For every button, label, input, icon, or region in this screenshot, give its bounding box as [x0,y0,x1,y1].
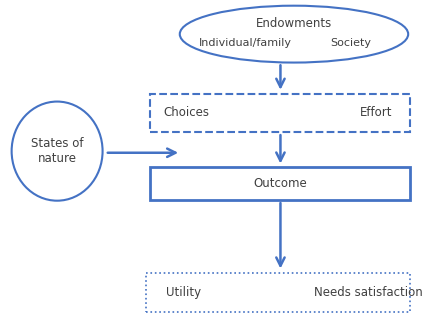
Text: Effort: Effort [360,107,393,120]
Text: Needs satisfaction: Needs satisfaction [313,286,423,299]
Text: States of
nature: States of nature [31,137,83,165]
Text: Endowments: Endowments [256,17,332,30]
Text: Individual/family: Individual/family [199,38,292,48]
Text: Society: Society [331,38,371,48]
Text: Utility: Utility [166,286,202,299]
Text: Outcome: Outcome [253,177,307,190]
Text: Choices: Choices [163,107,209,120]
